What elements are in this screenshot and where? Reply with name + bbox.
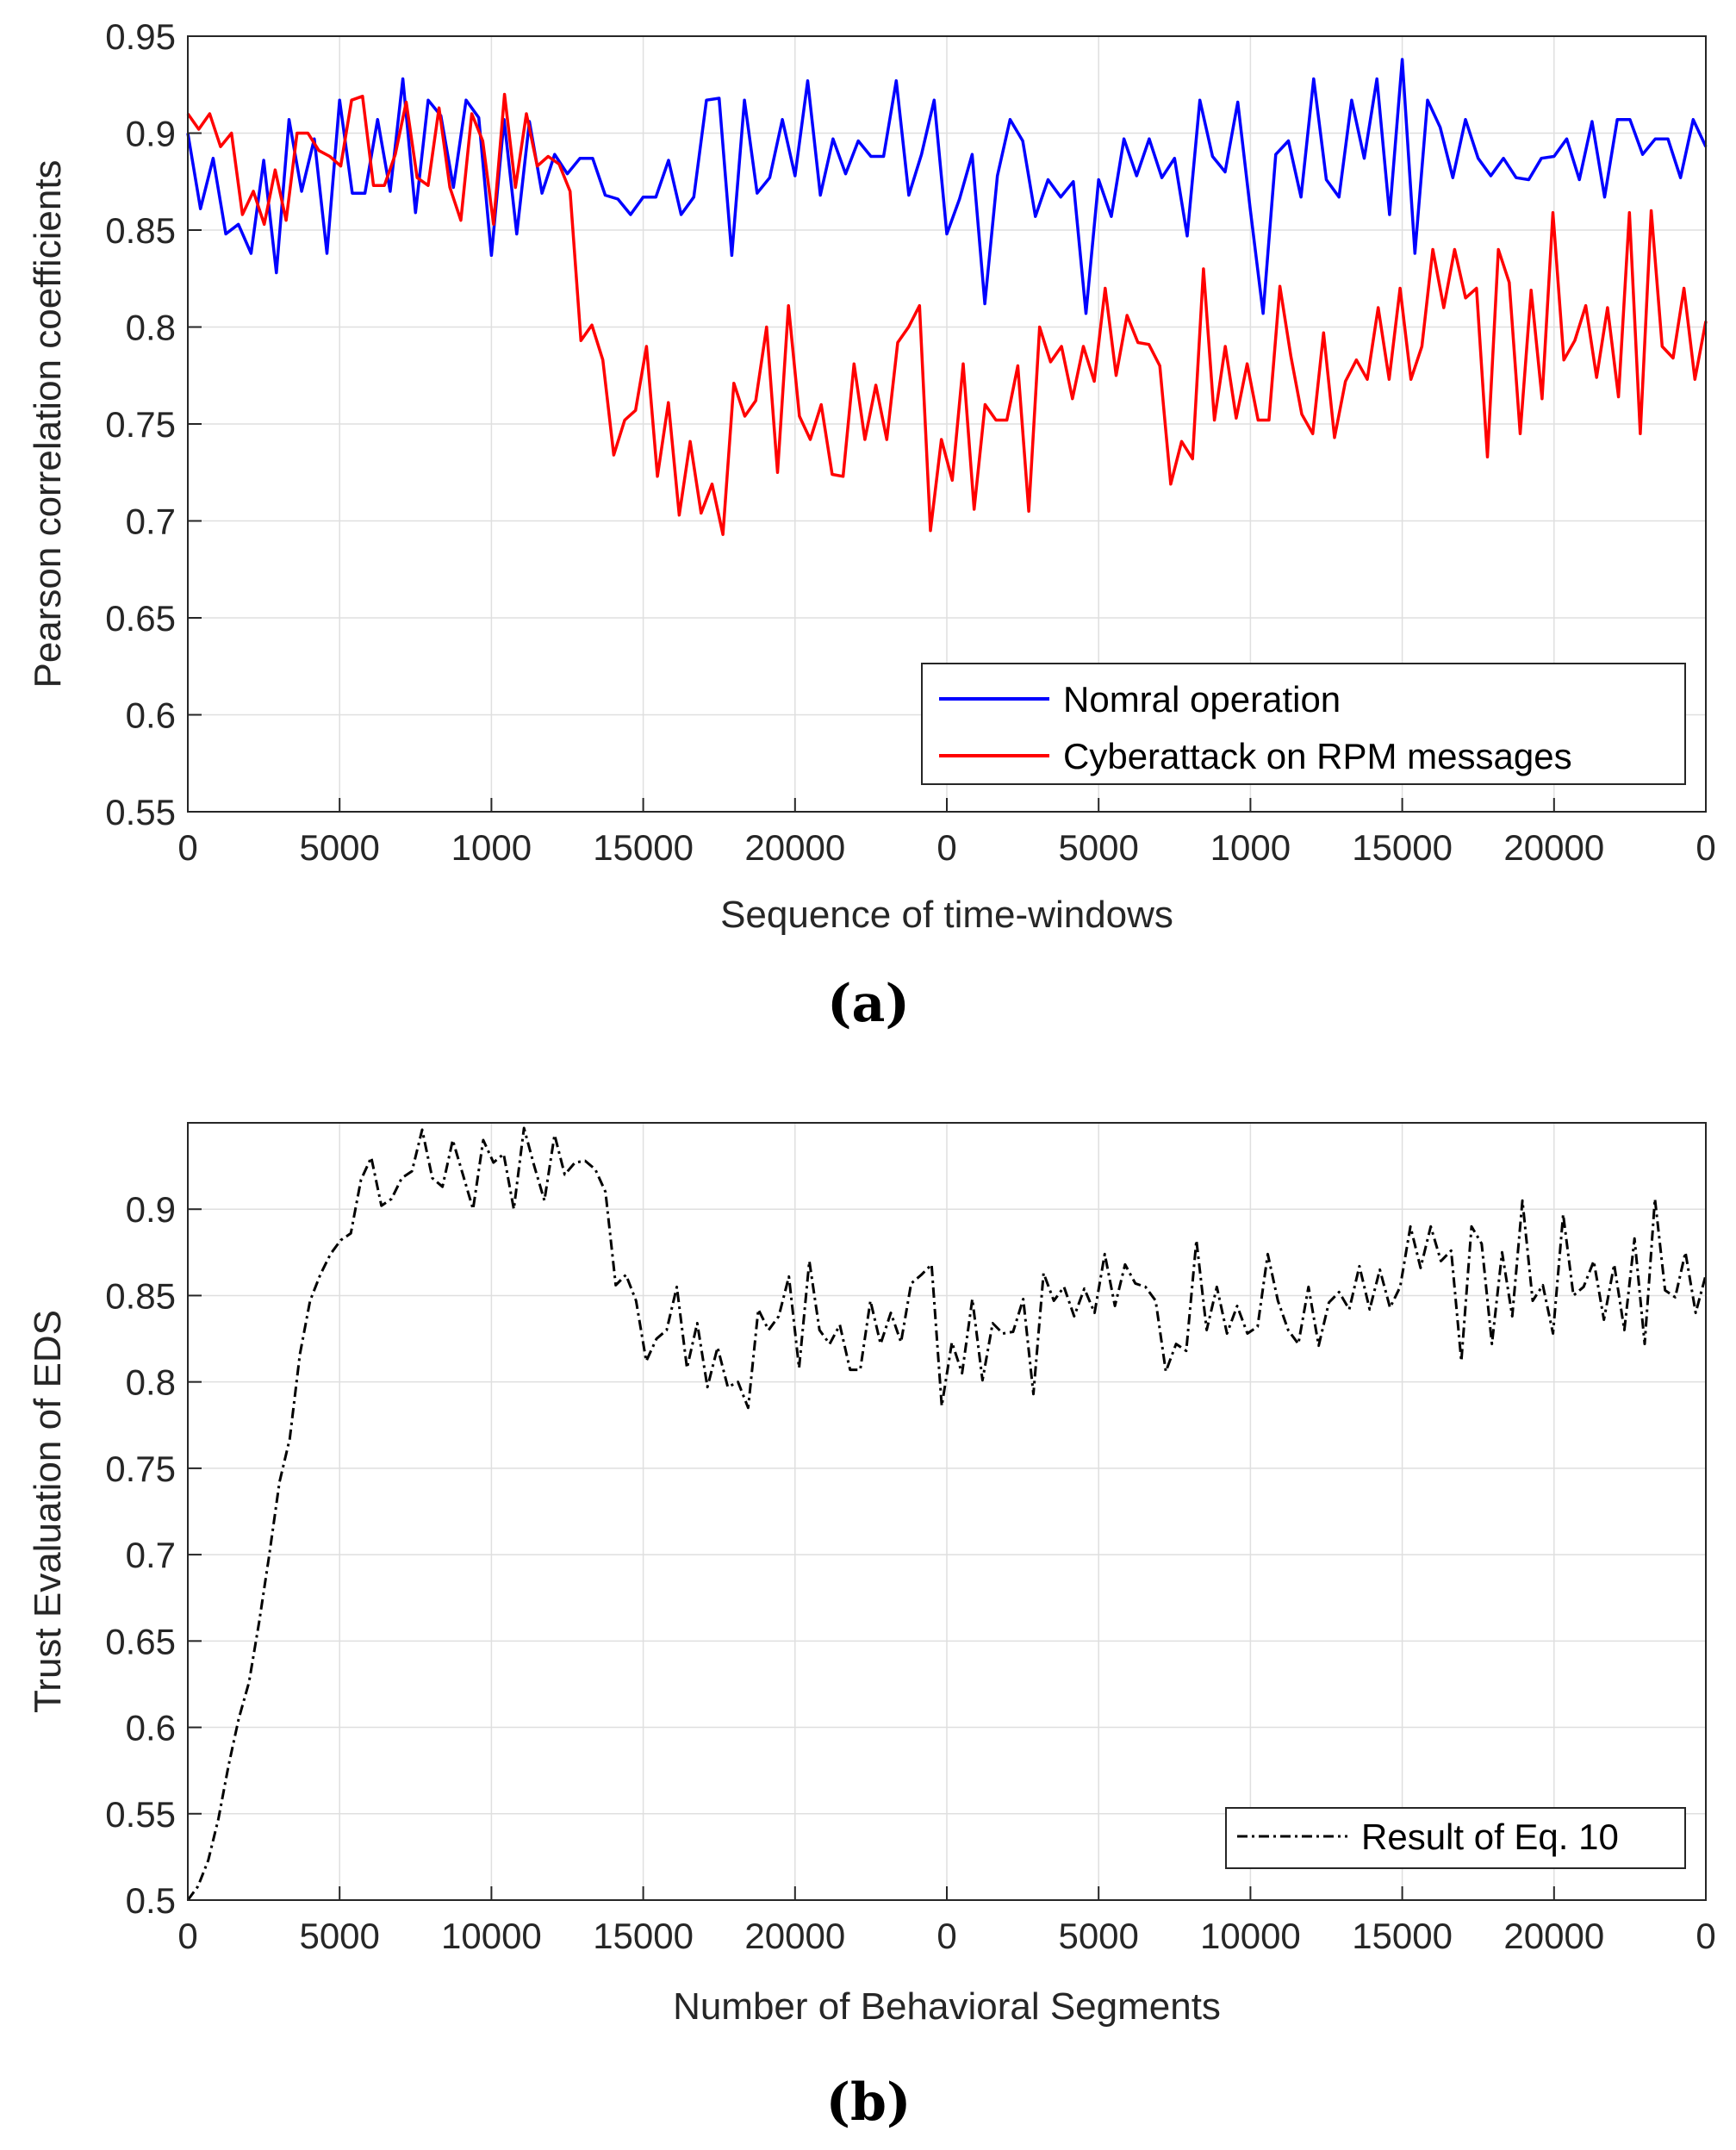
y-tick-label: 0.65 xyxy=(105,1621,176,1661)
x-tick-label: 5000 xyxy=(299,1916,379,1956)
legend-box-b xyxy=(1225,1807,1686,1869)
y-tick-label: 0.6 xyxy=(126,695,176,736)
legend-label-normal: Nomral operation xyxy=(1063,679,1341,720)
y-tick-label: 0.8 xyxy=(126,1362,176,1403)
x-tick-label: 5000 xyxy=(299,827,379,868)
x-tick-label: 0 xyxy=(1696,827,1715,868)
caption-a: (a) xyxy=(827,974,910,1034)
y-tick-label: 0.55 xyxy=(105,1794,176,1835)
x-tick-label: 15000 xyxy=(593,1916,694,1956)
x-tick-label: 5000 xyxy=(1058,1916,1138,1956)
y-tick-label: 0.7 xyxy=(126,1535,176,1575)
series-lines-b xyxy=(186,1126,1708,1901)
chart-panel-a: 0.55 0.6 0.65 0.7 0.75 0.8 0.85 0.9 0.95 0 5000 100… xyxy=(27,16,1716,1034)
x-tick-label: 15000 xyxy=(1352,1916,1453,1956)
x-axis-label-a: Sequence of time-windows xyxy=(720,894,1173,936)
y-tick-label: 0.95 xyxy=(105,16,176,57)
y-tick-label: 0.7 xyxy=(126,502,176,542)
x-tick-label: 0 xyxy=(1696,1916,1715,1956)
x-tick-label: 1000 xyxy=(451,827,532,868)
x-tick-label: 0 xyxy=(936,1916,956,1956)
tick-labels-b: 0.5 0.55 0.6 0.65 0.7 0.75 0.8 0.85 0.9 0 5000 1000… xyxy=(105,1189,1715,1956)
y-tick-label: 0.85 xyxy=(105,1275,176,1316)
x-tick-label: 15000 xyxy=(593,827,694,868)
y-tick-label: 0.75 xyxy=(105,404,176,445)
x-tick-label: 5000 xyxy=(1058,827,1138,868)
caption-b: (b) xyxy=(826,2072,912,2133)
x-tick-label: 20000 xyxy=(744,1916,845,1956)
x-tick-label: 20000 xyxy=(1503,1916,1604,1956)
y-tick-label: 0.9 xyxy=(126,114,176,154)
y-axis-label-a: Pearson correlation coefficients xyxy=(27,159,69,688)
y-tick-label: 0.85 xyxy=(105,210,176,251)
chart-panel-b: 0.5 0.55 0.6 0.65 0.7 0.75 0.8 0.85 0.9 0 5000 1000… xyxy=(27,1122,1716,2133)
legend-b: Result of Eq. 10 xyxy=(1225,1807,1686,1869)
legend-box-a xyxy=(921,663,1686,785)
x-tick-label: 20000 xyxy=(1503,827,1604,868)
x-tick-label: 0 xyxy=(936,827,956,868)
x-tick-label: 0 xyxy=(177,1916,197,1956)
y-tick-label: 0.65 xyxy=(105,598,176,639)
x-tick-label: 10000 xyxy=(1200,1916,1301,1956)
y-tick-label: 0.8 xyxy=(126,308,176,348)
x-tick-label: 10000 xyxy=(441,1916,542,1956)
x-tick-label: 15000 xyxy=(1352,827,1453,868)
y-tick-label: 0.55 xyxy=(105,792,176,832)
tick-labels-a: 0.55 0.6 0.65 0.7 0.75 0.8 0.85 0.9 0.95 0 5000 100… xyxy=(105,16,1715,868)
y-tick-label: 0.5 xyxy=(126,1880,176,1921)
y-tick-label: 0.6 xyxy=(126,1708,176,1748)
x-tick-label: 20000 xyxy=(744,827,845,868)
y-tick-label: 0.9 xyxy=(126,1189,176,1230)
y-axis-label-b: Trust Evaluation of EDS xyxy=(27,1310,69,1713)
y-tick-label: 0.75 xyxy=(105,1449,176,1489)
legend-label-cyberattack: Cyberattack on RPM messages xyxy=(1063,736,1572,776)
x-axis-label-b: Number of Behavioral Segments xyxy=(673,1985,1221,2028)
x-tick-label: 0 xyxy=(177,827,197,868)
legend-a: Nomral operation Cyberattack on RPM mess… xyxy=(921,663,1686,785)
series-line-cyberattack-on-rpm-messages xyxy=(186,92,1708,537)
series-lines-a xyxy=(186,58,1708,537)
series-line-result-of-eq-10 xyxy=(186,1126,1708,1901)
legend-label-eq10: Result of Eq. 10 xyxy=(1361,1817,1619,1857)
x-tick-label: 1000 xyxy=(1210,827,1291,868)
